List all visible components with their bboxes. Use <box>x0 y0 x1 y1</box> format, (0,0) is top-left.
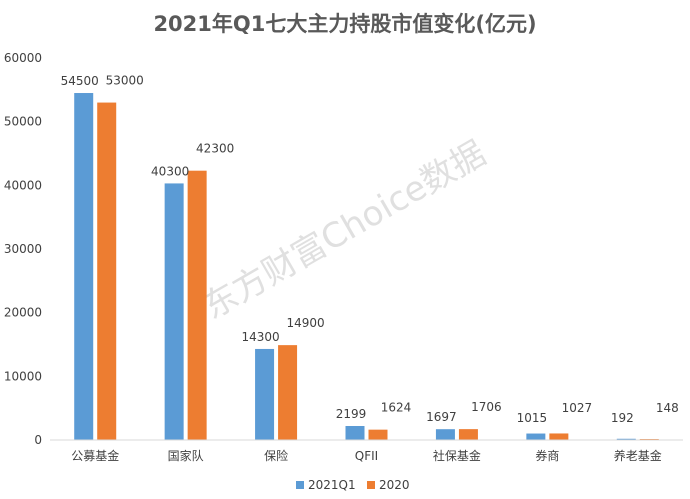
data-label: 1015 <box>517 411 548 425</box>
data-label: 1706 <box>471 400 502 414</box>
data-label: 53000 <box>106 74 144 88</box>
x-tick-label: 国家队 <box>168 448 204 463</box>
legend-label: 2021Q1 <box>308 478 356 492</box>
x-tick-label: QFII <box>355 449 378 463</box>
data-label: 148 <box>656 401 679 415</box>
x-tick-label: 养老基金 <box>614 448 662 463</box>
y-tick-label: 0 <box>34 433 42 447</box>
legend-label: 2020 <box>379 478 410 492</box>
x-axis: 公募基金 国家队 保险 QFII 社保基金 券商 养老基金 <box>71 448 662 463</box>
x-tick-label: 券商 <box>535 448 559 463</box>
bar <box>435 429 455 440</box>
data-label: 14300 <box>241 330 279 344</box>
data-label: 54500 <box>61 74 99 88</box>
data-label: 14900 <box>286 316 324 330</box>
bar <box>74 93 94 441</box>
legend: 2021Q1 2020 <box>296 478 410 492</box>
legend-swatch <box>296 481 304 489</box>
y-tick-label: 10000 <box>4 369 42 383</box>
chart-title: 2021年Q1七大主力持股市值变化(亿元) <box>153 12 536 36</box>
data-label: 42300 <box>196 142 234 156</box>
y-tick-label: 60000 <box>4 51 42 65</box>
data-label: 192 <box>611 411 634 425</box>
data-label: 1624 <box>381 401 412 415</box>
y-tick-label: 30000 <box>4 242 42 256</box>
data-label: 2199 <box>336 407 367 421</box>
x-tick-label: 社保基金 <box>433 448 481 463</box>
data-label: 1697 <box>426 410 457 424</box>
x-tick-label: 保险 <box>264 448 288 463</box>
watermark-text: 东方财富Choice数据 <box>196 133 492 327</box>
data-label: 1027 <box>562 401 593 415</box>
bars-group <box>74 93 659 441</box>
data-label: 40300 <box>151 164 189 178</box>
y-tick-label: 50000 <box>4 115 42 129</box>
bar <box>616 438 636 440</box>
bar <box>255 348 275 440</box>
y-tick-label: 20000 <box>4 306 42 320</box>
bar <box>345 425 365 440</box>
bar <box>187 170 207 440</box>
bar <box>526 433 546 440</box>
bar <box>164 183 184 440</box>
y-axis: 0 10000 20000 30000 40000 50000 60000 <box>4 51 42 447</box>
bar <box>549 433 569 440</box>
data-labels-group: 54500 53000 40300 42300 14300 14900 2199 1624 16… <box>61 74 679 425</box>
bar <box>458 429 478 440</box>
x-tick-label: 公募基金 <box>71 448 119 463</box>
y-tick-label: 40000 <box>4 178 42 192</box>
bar <box>97 102 117 441</box>
bar <box>278 345 298 440</box>
legend-swatch <box>367 481 375 489</box>
bar <box>368 429 388 440</box>
